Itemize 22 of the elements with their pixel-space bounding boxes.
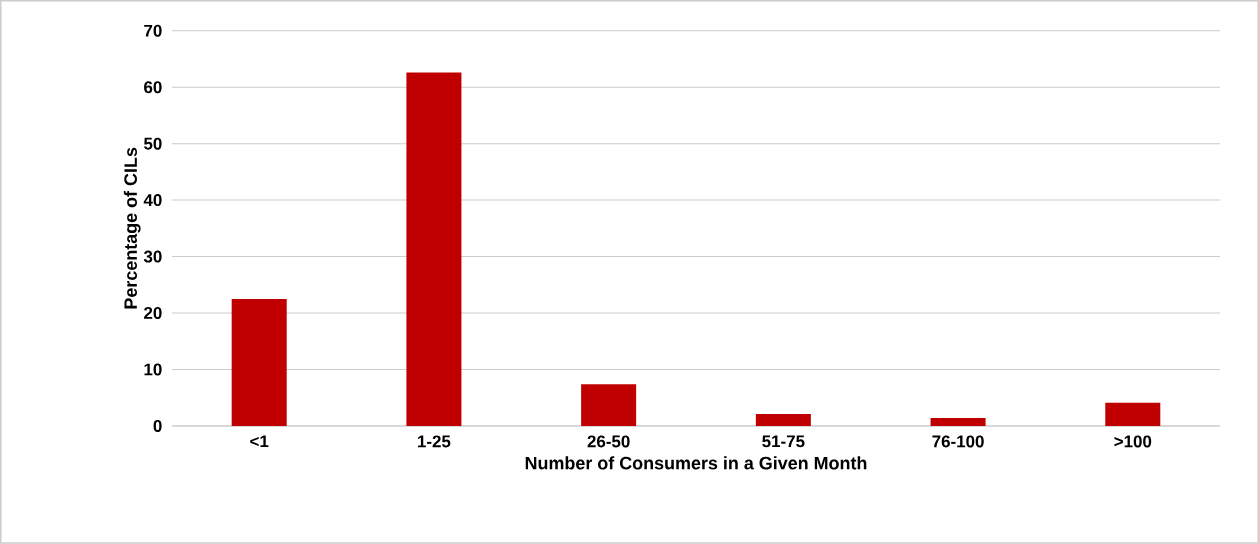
- x-tick-label: 26-50: [587, 435, 630, 448]
- bar: [581, 384, 637, 427]
- y-tick-label: 30: [143, 250, 162, 263]
- y-axis-title: Percentage of CILs: [123, 147, 141, 309]
- y-tick-label: 10: [144, 363, 162, 376]
- bar: [406, 72, 462, 427]
- x-axis-title: Number of Consumers in a Given Month: [525, 456, 867, 470]
- y-tick-label: 20: [144, 307, 162, 320]
- y-tick-label: 0: [153, 420, 162, 433]
- bar: [755, 414, 811, 427]
- x-tick-label: 51-75: [762, 435, 805, 448]
- x-tick-label: 1-25: [418, 435, 451, 448]
- x-tick-label: >100: [1114, 435, 1152, 448]
- bar: [1105, 402, 1161, 427]
- y-tick-label: 70: [144, 24, 162, 37]
- bar: [930, 418, 986, 427]
- y-tick-label: 60: [144, 81, 162, 94]
- x-tick-label: <1: [250, 435, 269, 448]
- x-tick-label: 76-100: [932, 435, 984, 448]
- y-tick-label: 50: [143, 137, 162, 150]
- y-tick-label: 40: [143, 194, 162, 207]
- bar: [231, 299, 287, 427]
